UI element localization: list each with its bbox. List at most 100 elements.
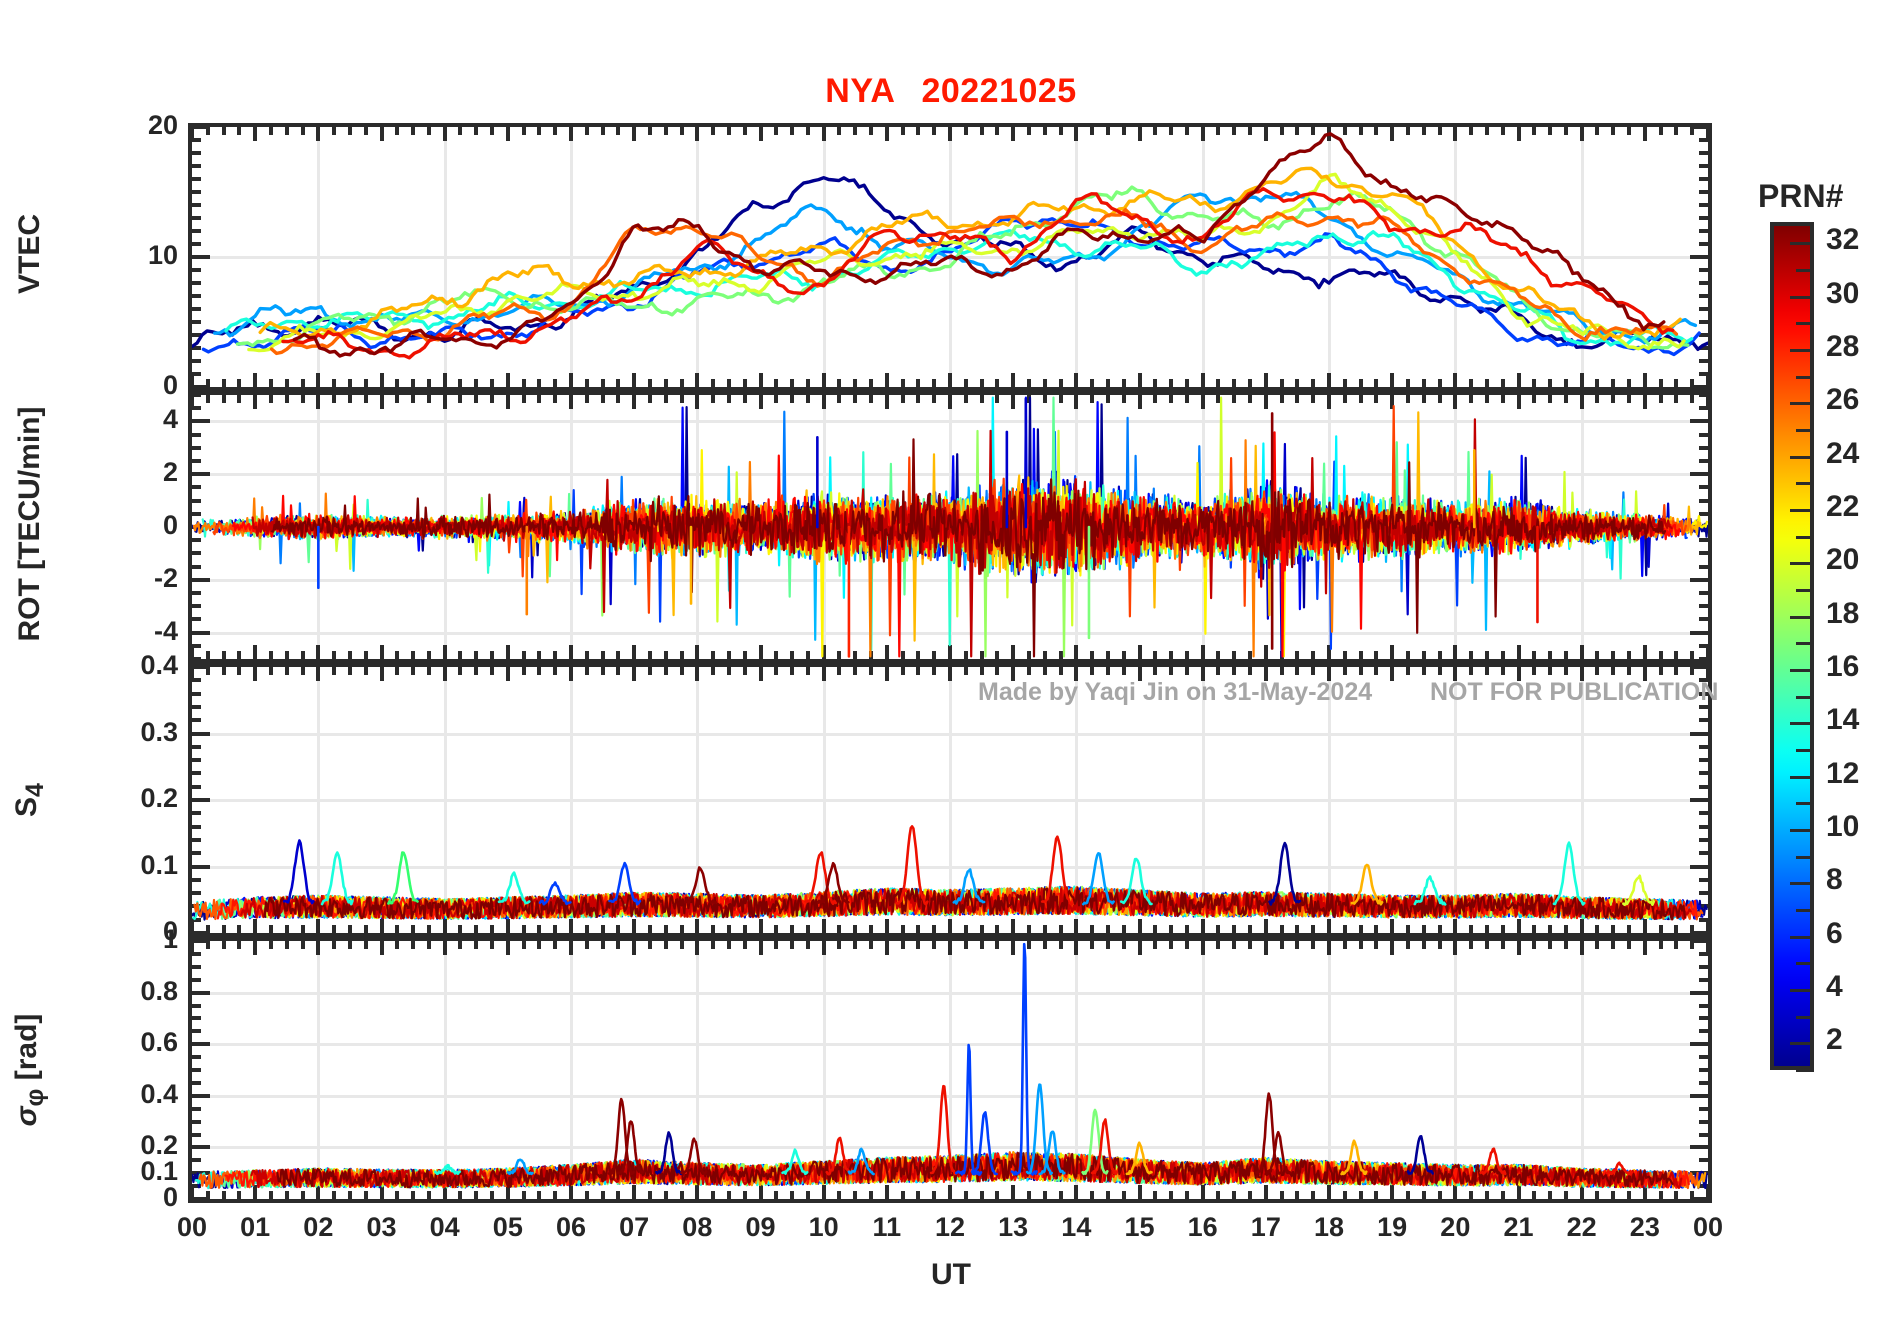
tick-x (1627, 379, 1632, 387)
tick-x (853, 651, 858, 659)
tick-x (1342, 667, 1347, 675)
tick-x (1453, 127, 1458, 141)
tick-x (490, 667, 495, 675)
colorbar-tick (1796, 429, 1814, 432)
tick-x (805, 379, 810, 387)
tick-x (1563, 1191, 1568, 1199)
tick-x (1690, 925, 1695, 933)
tick-y (1699, 333, 1708, 337)
tick-y (192, 718, 201, 723)
colorbar[interactable] (1770, 222, 1814, 1070)
tick-x (1453, 919, 1458, 933)
tick-x (253, 127, 258, 141)
tick-y (1699, 964, 1708, 969)
y-tick-label: 4 (162, 404, 178, 435)
tick-x (711, 395, 716, 403)
tick-x (268, 941, 273, 949)
tick-x (1232, 395, 1237, 403)
tick-x (411, 651, 416, 659)
tick-x (505, 373, 510, 387)
tick-x (1706, 667, 1708, 681)
tick-x (1690, 667, 1695, 675)
tick-x (1390, 919, 1395, 933)
tick-x (1263, 645, 1268, 659)
tick-y (1690, 864, 1708, 869)
tick-x (790, 667, 795, 675)
tick-y (1699, 1132, 1708, 1137)
tick-x (1532, 651, 1537, 659)
tick-x (1026, 941, 1031, 949)
tick-x (1327, 1185, 1331, 1199)
gridline-horizontal (192, 420, 1708, 424)
tick-x (1232, 1191, 1237, 1199)
tick-y (1690, 731, 1708, 736)
tick-x (1548, 667, 1553, 675)
tick-x (1532, 667, 1537, 675)
tick-y (1699, 372, 1708, 376)
tick-x (1121, 651, 1126, 659)
tick-x (192, 373, 194, 387)
tick-x (711, 941, 716, 949)
tick-x (537, 1191, 542, 1199)
tick-x (316, 1185, 321, 1199)
tick-x (490, 651, 495, 659)
tick-x (537, 379, 542, 387)
tick-x (426, 651, 431, 659)
tick-x (853, 127, 858, 135)
tick-x (1248, 1191, 1253, 1199)
tick-x (1595, 127, 1600, 135)
tick-y (1690, 255, 1708, 259)
tick-x (332, 651, 337, 659)
tick-x (1405, 395, 1410, 403)
tick-x (1500, 651, 1505, 659)
tick-x (647, 941, 652, 949)
tick-x (616, 379, 621, 387)
tick-x (1311, 941, 1316, 949)
x-tick-label: 13 (998, 1212, 1029, 1242)
tick-x (316, 395, 321, 409)
tick-x (1169, 667, 1174, 675)
tick-x (1453, 395, 1458, 409)
tick-x (869, 379, 874, 387)
tick-x (1026, 667, 1031, 675)
tick-x (332, 667, 337, 675)
tick-y (192, 359, 201, 363)
tick-x (1074, 667, 1079, 681)
tick-x (1642, 919, 1647, 933)
tick-x (790, 127, 795, 135)
tick-x (1532, 1191, 1537, 1199)
x-tick-label: 00 (176, 1212, 208, 1242)
tick-x (758, 919, 763, 933)
tick-x (884, 1185, 889, 1199)
tick-x (1058, 395, 1063, 403)
tick-x (221, 1191, 226, 1199)
tick-x (1516, 373, 1521, 387)
tick-x (1642, 127, 1647, 141)
data-trace (1090, 1118, 1119, 1176)
data-trace (1479, 1147, 1507, 1176)
tick-x (679, 925, 684, 933)
tick-x (205, 127, 210, 135)
gridline-vertical (1201, 941, 1205, 1199)
gridline-horizontal (192, 991, 1708, 995)
tick-x (1437, 941, 1442, 949)
tick-x (695, 645, 700, 659)
tick-x (1248, 379, 1253, 387)
tick-y (1690, 1093, 1708, 1098)
tick-x (253, 1185, 258, 1199)
tick-x (695, 1185, 700, 1199)
gridline-vertical (317, 941, 321, 1199)
y-tick-label: -4 (153, 615, 178, 646)
tick-x (1516, 919, 1521, 933)
tick-x (584, 127, 589, 135)
tick-x (411, 127, 416, 135)
tick-x (411, 395, 416, 403)
tick-y (1690, 798, 1708, 802)
tick-y (192, 811, 201, 816)
tick-x (1311, 1191, 1316, 1199)
tick-y (1699, 432, 1708, 437)
tick-x (268, 667, 273, 675)
tick-x (1011, 667, 1016, 681)
tick-y (192, 1158, 201, 1163)
tick-x (253, 395, 258, 409)
